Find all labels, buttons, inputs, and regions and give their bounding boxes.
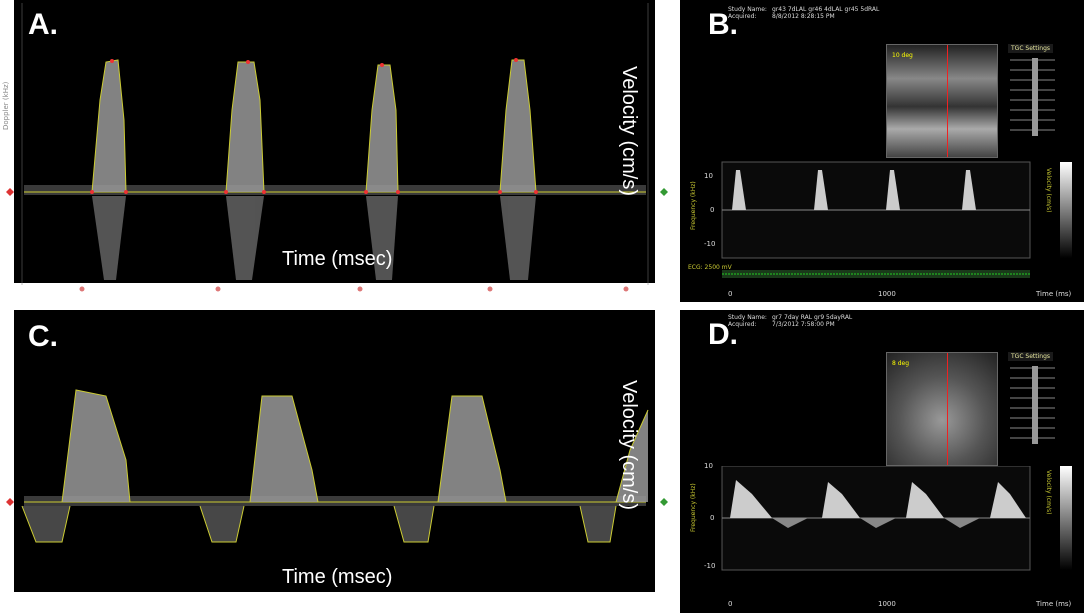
- panel-c: C. Time (msec) Velocity (cm/s): [0, 310, 670, 613]
- acquired-label: Acquired:: [728, 13, 757, 20]
- doppler-spectrum-b: [721, 161, 1072, 278]
- panel-b: B. Study Name: gr43 7dLAL gr46 4dLAL gr4…: [680, 0, 1084, 302]
- tgc-settings-title: TGC Settings: [1008, 44, 1054, 53]
- x-tick: 1000: [878, 290, 896, 298]
- y2-axis-title: Velocity (cm/s): [1045, 168, 1052, 213]
- acquired-value: 8/8/2012 8:28:15 PM: [772, 13, 835, 20]
- acquired-value: 7/3/2012 7:58:00 PM: [772, 321, 835, 328]
- y-axis-title: Frequency (kHz): [690, 483, 697, 532]
- tgc-settings-title: TGC Settings: [1008, 352, 1054, 361]
- panel-label: C.: [28, 320, 58, 353]
- x-axis-label: Time (msec): [282, 248, 393, 270]
- y-axis-label: Velocity (cm/s): [618, 66, 640, 197]
- doppler-spectrum-c: [0, 310, 670, 613]
- ultrasound-bmode-image: [886, 352, 998, 466]
- angle-label: 10 deg: [892, 52, 913, 59]
- study-name-label: Study Name:: [728, 6, 767, 13]
- x-tick: 1000: [878, 600, 896, 608]
- y-tick: 10: [704, 172, 713, 180]
- x-axis-label: Time (msec): [282, 566, 393, 588]
- x-unit: Time (ms): [1036, 600, 1072, 608]
- panel-a: A. Time (msec) Velocity (cm/s) Doppler (…: [0, 0, 670, 302]
- panel-label: D.: [708, 318, 738, 351]
- tgc-sliders: [1010, 58, 1055, 136]
- ultrasound-bmode-image: [886, 44, 998, 158]
- x-tick: 0: [728, 600, 733, 608]
- y-axis-label: Velocity (cm/s): [618, 380, 640, 511]
- angle-label: 8 deg: [892, 360, 910, 367]
- left-axis-title: Doppler (kHz): [2, 81, 10, 130]
- acquired-label: Acquired:: [728, 321, 757, 328]
- y-tick: -10: [704, 562, 716, 570]
- study-name: gr7 7day RAL gr9 5dayRAL: [772, 314, 853, 321]
- y-axis-title: Frequency (kHz): [690, 181, 697, 230]
- panel-d: D. Study Name: gr7 7day RAL gr9 5dayRAL …: [680, 310, 1084, 613]
- panel-label: B.: [708, 8, 738, 41]
- tgc-sliders: [1010, 366, 1055, 444]
- y2-axis-title: Velocity (cm/s): [1045, 470, 1052, 515]
- x-tick: 0: [728, 290, 733, 298]
- doppler-spectrum-d: [721, 466, 1072, 571]
- ecg-label: ECG: 2500 mV: [688, 264, 732, 271]
- y-tick: 10: [704, 462, 713, 470]
- y-tick: -10: [704, 240, 716, 248]
- y-tick: 0: [710, 514, 715, 522]
- panel-label: A.: [28, 8, 58, 41]
- y-tick: 0: [710, 206, 715, 214]
- study-name-label: Study Name:: [728, 314, 767, 321]
- study-name: gr43 7dLAL gr46 4dLAL gr45 5dRAL: [772, 6, 880, 13]
- x-unit: Time (ms): [1036, 290, 1072, 298]
- doppler-spectrum-a: [0, 0, 670, 302]
